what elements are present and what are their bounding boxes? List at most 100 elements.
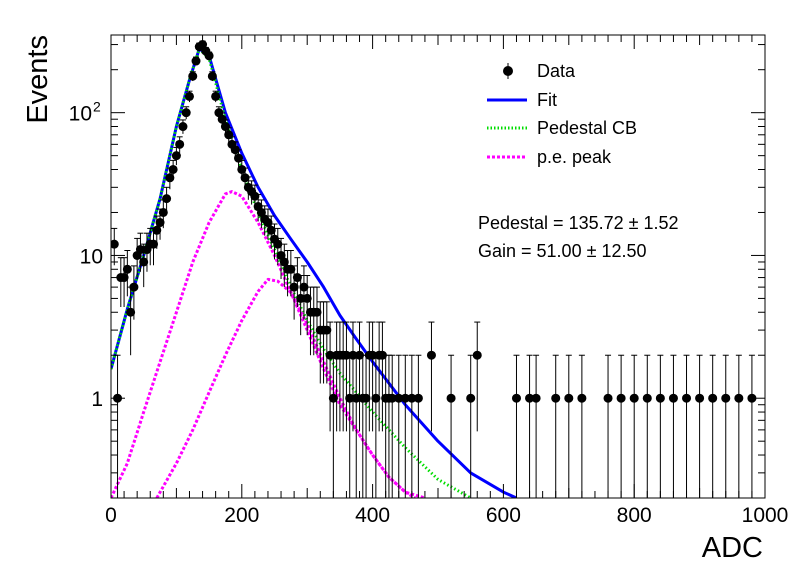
data-point [531,354,541,498]
data-point [299,265,309,320]
data-marker [119,273,129,283]
data-marker [188,71,198,81]
data-marker [377,350,387,360]
data-marker [407,393,417,403]
x-axis: 0 200 400 600 800 1000 [105,35,788,527]
data-point [695,354,705,498]
data-marker [158,207,168,217]
data-point [377,321,387,432]
data-point [178,119,188,134]
data-marker [312,307,322,317]
data-point [629,354,639,498]
data-point [708,354,718,498]
data-marker [603,393,613,403]
y-tick-label: 10 [69,103,92,126]
data-marker [325,350,335,360]
data-point [204,51,214,61]
y-tick-label: 10 [80,245,103,268]
data-marker [695,393,705,403]
data-point [511,354,521,498]
x-axis-title: ADC [702,532,763,564]
data-marker [168,164,178,174]
series-line-fit [111,47,518,498]
data-marker [217,114,227,124]
data-marker [577,393,587,403]
data-marker [237,164,247,174]
data-marker [708,393,718,403]
data-point [184,90,194,103]
data-marker [139,257,149,267]
data-point [122,250,132,297]
data-point [551,354,561,498]
data-marker [341,350,351,360]
legend-label-pedestal-cb: Pedestal CB [537,118,637,138]
data-point [564,354,574,498]
data-marker [135,245,145,255]
data-marker [345,393,355,403]
data-point-layer [111,40,757,498]
data-marker [181,108,191,118]
data-point [119,257,129,307]
data-point [407,354,417,498]
data-marker [368,350,378,360]
data-marker [149,239,159,249]
data-marker [111,239,119,249]
data-point [188,71,198,82]
data-point [302,275,312,336]
x-tick-label: 400 [355,504,390,527]
y-tick-label-exponent: 2 [93,99,101,115]
legend-label-pe-peak: p.e. peak [537,147,612,167]
data-point [207,71,217,82]
series-line-p-e-peak [111,190,426,498]
data-point [325,321,335,432]
legend-entry-pe-peak: p.e. peak [487,147,612,167]
data-marker [472,350,482,360]
data-point [263,208,273,240]
x-tick-label: 600 [486,504,521,527]
data-marker [184,91,194,101]
data-marker [211,91,221,101]
data-point [341,321,351,432]
data-marker [230,145,240,155]
data-point [642,354,652,498]
data-marker [387,393,397,403]
y-axis-title: Events [22,35,54,124]
data-point [181,106,191,120]
data-marker [129,282,139,292]
data-marker [322,325,332,335]
data-point [394,354,404,498]
data-point [135,232,145,272]
data-marker [551,393,561,403]
legend-entry-pedestal-cb: Pedestal CB [487,118,637,138]
data-marker [126,307,136,317]
data-point [279,243,289,288]
data-marker [122,264,132,274]
data-marker [394,393,404,403]
data-marker [165,173,175,183]
legend: Data Fit Pedestal CB p.e. peak [487,61,637,167]
data-point [472,321,482,432]
x-tick-label: 1000 [742,504,789,527]
legend-marker-data [503,66,513,76]
data-marker [279,257,289,267]
gain-annotation: Gain = 51.00 ± 12.50 [478,241,647,261]
data-point [682,354,692,498]
data-point [240,167,250,190]
data-marker [721,393,731,403]
data-point [191,56,201,66]
data-point [603,354,613,498]
data-marker [296,293,306,303]
data-point [168,159,178,181]
data-marker [668,393,678,403]
data-marker [400,393,410,403]
x-tick-label: 200 [224,504,259,527]
data-point [322,301,332,384]
data-marker [191,56,201,66]
data-point [616,354,626,498]
data-marker [564,393,574,403]
data-point [162,186,172,213]
data-marker [655,393,665,403]
data-marker [446,393,456,403]
data-point [149,227,159,266]
